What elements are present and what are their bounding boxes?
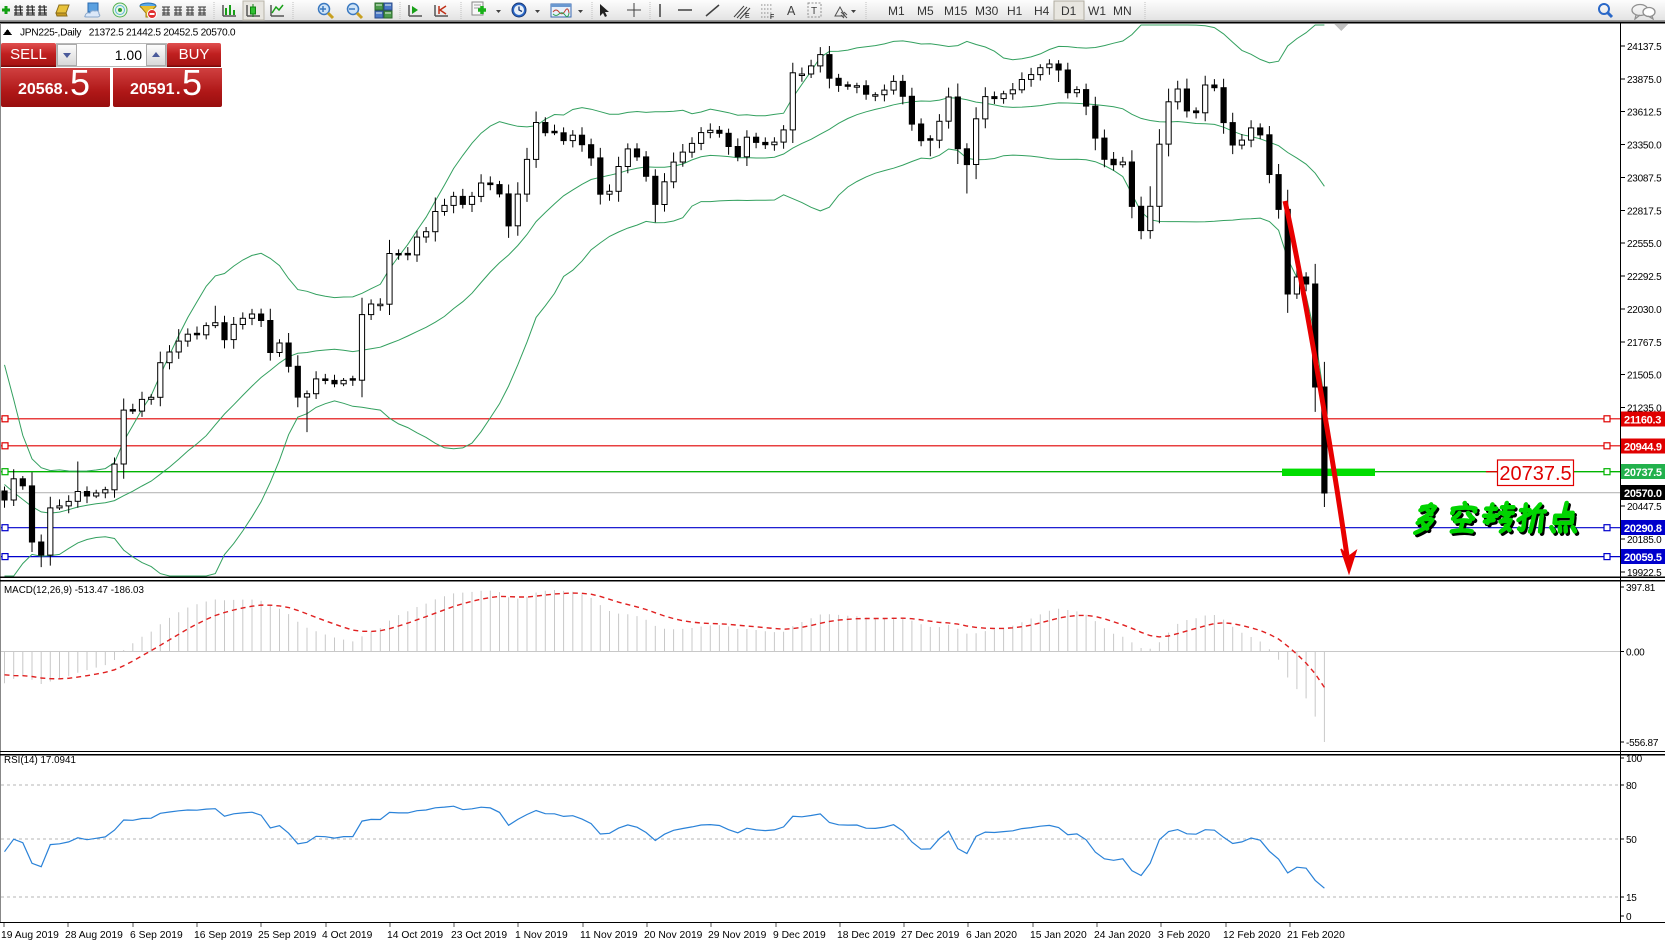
svg-text:3 Feb 2020: 3 Feb 2020 xyxy=(1158,930,1210,941)
svg-text:15 Jan 2020: 15 Jan 2020 xyxy=(1030,930,1087,941)
svg-text:21160.3: 21160.3 xyxy=(1624,414,1661,426)
svg-text:21235.0: 21235.0 xyxy=(1627,404,1662,415)
svg-text:0.00: 0.00 xyxy=(1626,648,1645,659)
svg-text:24 Jan 2020: 24 Jan 2020 xyxy=(1094,930,1151,941)
svg-text:20185.0: 20185.0 xyxy=(1627,535,1662,546)
svg-text:24137.5: 24137.5 xyxy=(1627,42,1662,53)
svg-text:19 Aug 2019: 19 Aug 2019 xyxy=(1,930,59,941)
svg-text:JPN225-,Daily 21372.5 21442.: JPN225-,Daily 21372.5 21442.5 20452.5 20… xyxy=(20,28,236,39)
svg-text:6 Jan 2020: 6 Jan 2020 xyxy=(966,930,1017,941)
svg-text:6 Sep 2019: 6 Sep 2019 xyxy=(130,930,183,941)
svg-text:20 Nov 2019: 20 Nov 2019 xyxy=(644,930,703,941)
svg-text:23875.0: 23875.0 xyxy=(1627,75,1662,86)
svg-text:20570.0: 20570.0 xyxy=(1624,488,1662,500)
svg-text:15: 15 xyxy=(1626,893,1637,904)
svg-text:M30: M30 xyxy=(975,4,999,18)
svg-text:D1: D1 xyxy=(1061,4,1077,18)
svg-text:20059.5: 20059.5 xyxy=(1624,552,1662,564)
svg-text:20447.5: 20447.5 xyxy=(1627,502,1662,513)
svg-text:100: 100 xyxy=(1626,754,1643,765)
svg-text:12 Feb 2020: 12 Feb 2020 xyxy=(1223,930,1281,941)
svg-text:397.81: 397.81 xyxy=(1626,583,1656,594)
svg-text:20737.5: 20737.5 xyxy=(1624,467,1662,479)
svg-text:16 Sep 2019: 16 Sep 2019 xyxy=(194,930,253,941)
svg-text:M5: M5 xyxy=(917,4,934,18)
svg-text:M1: M1 xyxy=(888,4,905,18)
svg-text:MN: MN xyxy=(1113,4,1132,18)
svg-text:20944.9: 20944.9 xyxy=(1624,441,1662,453)
svg-text:MACD(12,26,9) -513.47 -186.03: MACD(12,26,9) -513.47 -186.03 xyxy=(4,585,145,596)
svg-text:22555.0: 22555.0 xyxy=(1627,239,1662,250)
svg-text:20737.5: 20737.5 xyxy=(1499,463,1571,485)
svg-text:29 Nov 2019: 29 Nov 2019 xyxy=(708,930,767,941)
svg-text:23087.5: 23087.5 xyxy=(1627,174,1662,185)
svg-text:E: E xyxy=(745,13,750,20)
svg-text:21 Feb 2020: 21 Feb 2020 xyxy=(1287,930,1345,941)
svg-text:27 Dec 2019: 27 Dec 2019 xyxy=(901,930,960,941)
svg-text:0: 0 xyxy=(1626,912,1632,923)
svg-text:1 Nov 2019: 1 Nov 2019 xyxy=(515,930,568,941)
svg-text:23 Oct 2019: 23 Oct 2019 xyxy=(451,930,507,941)
svg-text:21505.0: 21505.0 xyxy=(1627,371,1662,382)
svg-text:9 Dec 2019: 9 Dec 2019 xyxy=(773,930,826,941)
svg-text:80: 80 xyxy=(1626,781,1637,792)
svg-text:25 Sep 2019: 25 Sep 2019 xyxy=(258,930,317,941)
svg-text:M15: M15 xyxy=(944,4,968,18)
svg-text:21767.5: 21767.5 xyxy=(1627,338,1662,349)
svg-text:20290.8: 20290.8 xyxy=(1624,523,1662,535)
svg-text:A: A xyxy=(787,4,796,18)
svg-text:14 Oct 2019: 14 Oct 2019 xyxy=(387,930,443,941)
svg-text:22817.5: 22817.5 xyxy=(1627,206,1662,217)
svg-text:H1: H1 xyxy=(1007,4,1023,18)
svg-text:T: T xyxy=(811,6,817,17)
svg-text:W1: W1 xyxy=(1088,4,1106,18)
svg-text:19922.5: 19922.5 xyxy=(1627,568,1662,579)
svg-text:22030.0: 22030.0 xyxy=(1627,305,1662,316)
svg-text:11 Nov 2019: 11 Nov 2019 xyxy=(580,930,638,941)
svg-text:22292.5: 22292.5 xyxy=(1627,272,1662,283)
svg-text:18 Dec 2019: 18 Dec 2019 xyxy=(837,930,896,941)
svg-text:RSI(14) 17.0941: RSI(14) 17.0941 xyxy=(4,755,76,766)
svg-text:28 Aug 2019: 28 Aug 2019 xyxy=(65,930,123,941)
svg-text:23350.0: 23350.0 xyxy=(1627,141,1662,152)
svg-text:4 Oct 2019: 4 Oct 2019 xyxy=(322,930,373,941)
svg-text:F: F xyxy=(770,14,774,21)
svg-text:23612.5: 23612.5 xyxy=(1627,108,1662,119)
svg-text:-556.87: -556.87 xyxy=(1626,738,1659,749)
svg-text:H4: H4 xyxy=(1034,4,1050,18)
svg-text:50: 50 xyxy=(1626,835,1637,846)
